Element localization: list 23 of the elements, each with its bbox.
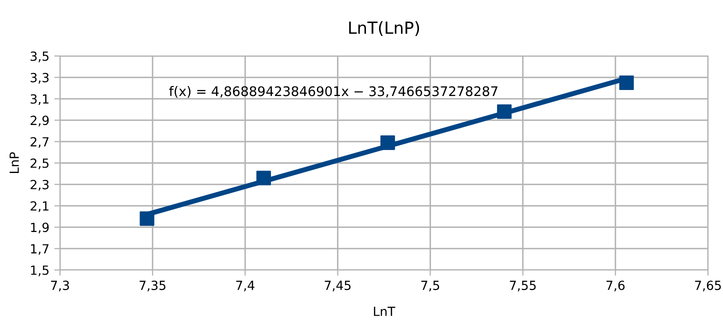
x-tick-label: 7,4 (236, 280, 254, 292)
x-tick-label: 7,65 (695, 280, 721, 292)
y-tick-label: 2,9 (30, 116, 49, 126)
chart-title: LnT(LnP) (349, 21, 420, 36)
x-axis-title: LnT (374, 306, 396, 316)
y-tick-label: 3,5 (30, 51, 48, 62)
x-tick-label: 7,35 (140, 280, 166, 292)
x-tick-label: 7,3 (51, 280, 69, 292)
y-tick-label: 2,1 (30, 201, 48, 212)
annotation: f(x) = 4,86889423846901x − 33,7466537278287 (169, 86, 498, 98)
y-tick-label: 2,5 (30, 158, 48, 170)
x-tick-label: 7,45 (324, 280, 351, 292)
x-tick-label: 7,5 (421, 280, 440, 292)
y-tick-label: 1,7 (31, 244, 49, 255)
y-axis-title: LnP (10, 152, 19, 173)
y-tick-label: 2,7 (30, 137, 49, 148)
x-tick-label: 7,55 (510, 280, 536, 292)
y-tick-label: 3,3 (30, 72, 49, 84)
x-tick-label: 7,6 (606, 280, 625, 292)
y-tick-label: 1,5 (31, 266, 48, 276)
y-tick-label: 3,1 (30, 94, 48, 105)
y-tick-label: 1,9 (31, 222, 49, 234)
y-tick-label: 2,3 (30, 180, 49, 191)
